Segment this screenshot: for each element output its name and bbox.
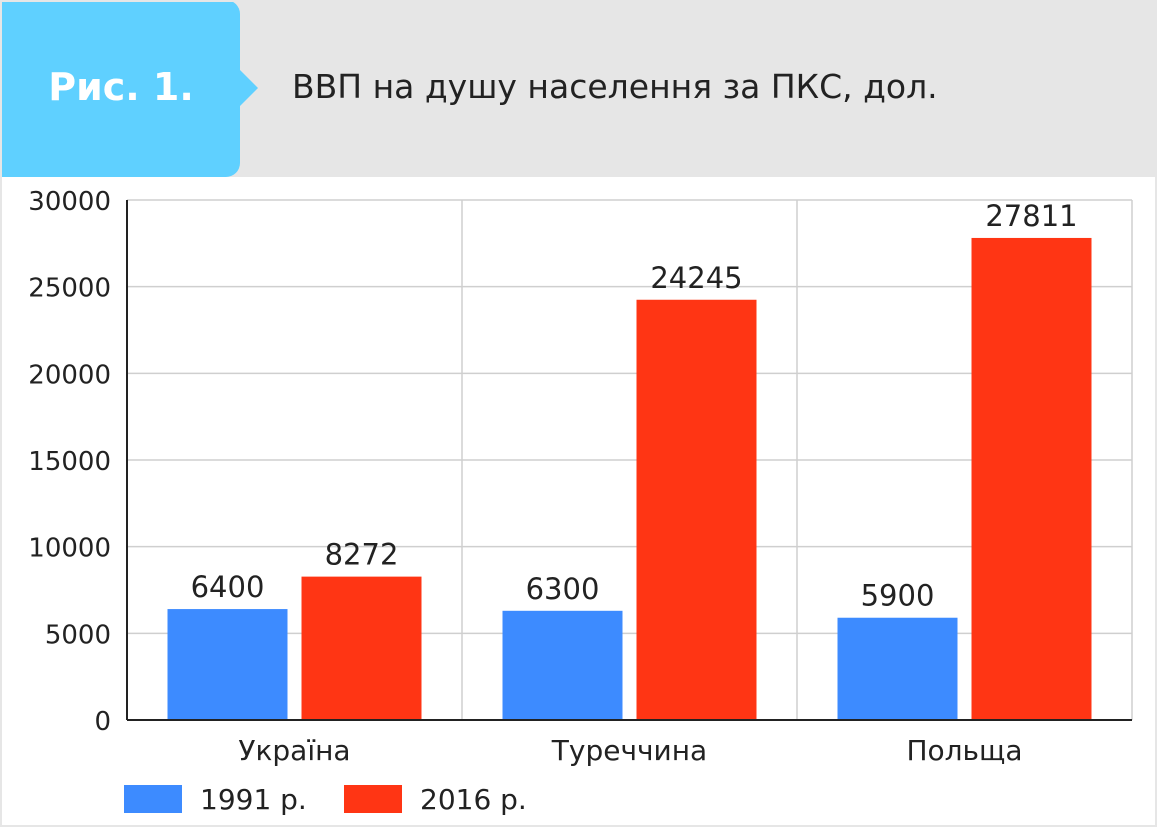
- legend-label: 1991 р.: [200, 783, 307, 816]
- data-labels: 6400 8272 6300 24245 5900 27811: [191, 199, 1078, 613]
- axes: 0 5000 10000 15000 20000 25000 30000 Україна Тур…: [28, 187, 1132, 767]
- data-label: 6300: [526, 572, 600, 606]
- y-tick-label: 10000: [28, 534, 111, 564]
- y-tick-label: 15000: [28, 447, 111, 477]
- bar: [636, 299, 757, 720]
- x-tick-label: Туреччина: [551, 734, 707, 767]
- bar: [837, 617, 958, 720]
- y-tick-label: 5000: [45, 620, 111, 650]
- bars: [167, 237, 1092, 720]
- legend-swatch: [344, 785, 402, 813]
- legend-label: 2016 р.: [420, 783, 527, 816]
- y-tick-label: 25000: [28, 274, 111, 304]
- figure-header: Рис. 1. ВВП на душу населення за ПКС, до…: [0, 0, 1157, 177]
- bar: [301, 576, 422, 720]
- figure-label: Рис. 1.: [48, 65, 194, 109]
- figure-badge: [0, 0, 240, 177]
- data-label: 6400: [191, 570, 265, 604]
- bar: [971, 237, 1092, 720]
- bar: [502, 610, 623, 720]
- x-tick-label: Польща: [906, 734, 1022, 767]
- badge-arrow: [240, 70, 258, 106]
- legend-swatch: [124, 785, 182, 813]
- data-label: 27811: [985, 199, 1077, 233]
- y-tick-label: 20000: [28, 360, 111, 390]
- data-label: 5900: [861, 579, 935, 613]
- bar: [167, 609, 288, 720]
- y-tick-label: 0: [94, 707, 111, 737]
- data-label: 8272: [325, 538, 399, 572]
- x-tick-label: Україна: [238, 734, 350, 767]
- legend: 1991 р. 2016 р.: [124, 783, 527, 816]
- y-tick-label: 30000: [28, 187, 111, 217]
- data-label: 24245: [650, 261, 742, 295]
- chart-title: ВВП на душу населення за ПКС, дол.: [292, 67, 938, 106]
